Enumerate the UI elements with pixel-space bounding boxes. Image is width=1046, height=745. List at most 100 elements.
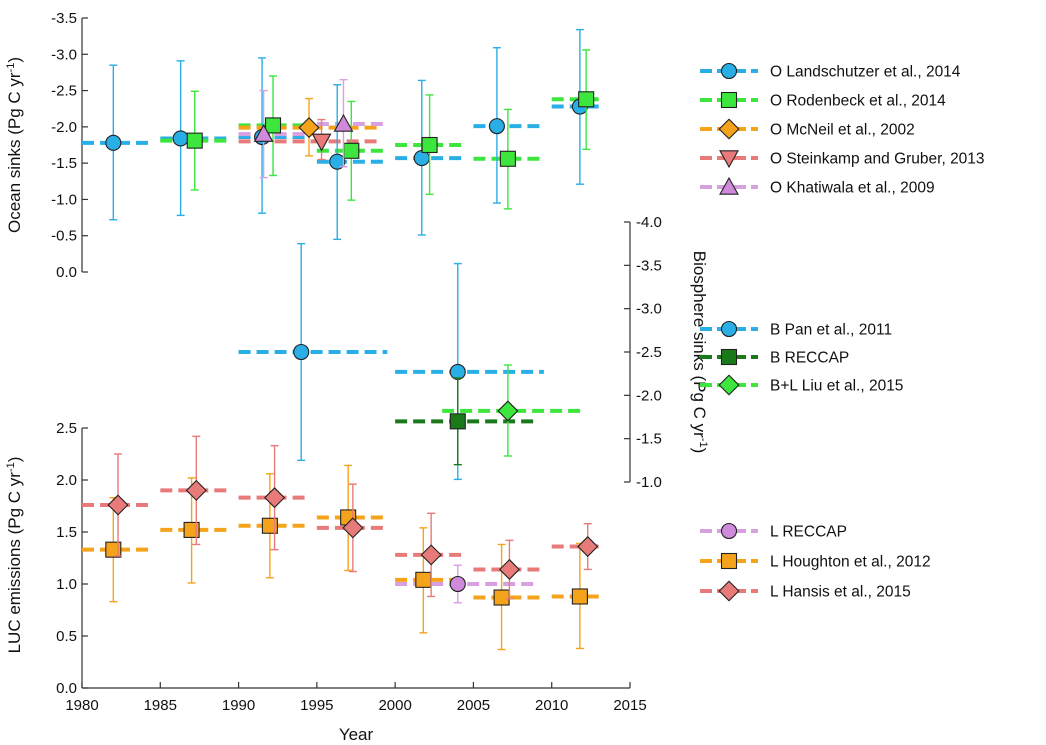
data-point [415,571,432,588]
legend-entry: O Rodenbeck et al., 2014 [700,91,946,110]
data-point [105,134,122,151]
legend-marker [719,176,739,195]
data-point [497,400,519,422]
legend-label: O Rodenbeck et al., 2014 [770,93,946,110]
x-tick-label: 2000 [378,697,411,714]
data-point [183,521,200,538]
data-point [105,541,122,558]
series-ocean-4 [238,121,388,137]
legend-marker [720,62,738,80]
y-tick-label-ocean: 0.0 [56,264,77,281]
data-point [577,536,599,558]
data-point [493,589,510,606]
data-point [449,575,466,593]
data-point [253,123,274,142]
y-axis-title-luc: LUC emissions (Pg C yr-1) [5,457,24,654]
y-tick-label-luc: 0.0 [56,680,77,697]
y-tick-label-luc: 0.5 [56,628,77,645]
data-point [311,133,332,152]
data-point [264,117,282,134]
x-tick-label: 1985 [144,697,177,714]
y-tick-label-biosphere: -1.5 [636,431,662,448]
series-points-ocean-2 [298,97,320,157]
series-points-biosphere-2 [497,364,519,457]
legend-label: O Khatiwala et al., 2009 [770,180,935,197]
data-point [185,479,207,501]
y-tick-label-ocean: -1.0 [51,191,77,208]
y-tick-label-luc: 1.0 [56,576,77,593]
legend-marker [719,150,739,169]
series-points-ocean-4 [253,78,354,179]
legend-label: B Pan et al., 2011 [770,322,892,339]
legend-marker [720,320,738,338]
y-axis-title-biosphere: Biosphere sinks (Pg C yr-1) [690,251,709,454]
series-points-biosphere-0 [293,242,466,481]
legend-label: B+L Liu et al., 2015 [770,378,903,395]
x-tick-label: 2015 [613,697,646,714]
data-point [172,130,189,147]
series-biosphere-0 [238,350,544,374]
legend-entry: O Khatiwala et al., 2009 [700,176,935,197]
data-point [329,153,346,170]
legend-entry: L Hansis et al., 2015 [700,580,911,602]
y-tick-label-biosphere: -1.0 [636,474,662,491]
legend-marker [718,374,740,396]
series-points-luc-1 [105,464,588,651]
legend-entry: O Landschutzer et al., 2014 [700,62,961,81]
data-point [449,413,466,430]
y-tick-label-ocean: -0.5 [51,228,77,245]
series-ocean-0 [82,104,599,164]
data-point [578,91,595,108]
y-tick-label-ocean: -2.0 [51,119,77,136]
y-tick-label-luc: 2.0 [56,472,77,489]
x-tick-label: 2005 [457,697,490,714]
legend-label: O McNeil et al., 2002 [770,122,915,139]
data-point [499,150,516,167]
data-point [421,136,438,154]
legend-label: L Hansis et al., 2015 [770,584,911,601]
data-point [343,142,360,159]
legend-label: L RECCAP [770,524,847,541]
legend-marker [718,580,740,602]
legend-label: O Steinkamp and Gruber, 2013 [770,151,985,168]
x-tick-label: 1980 [65,697,98,714]
data-point [186,132,203,149]
x-tick-label: 1990 [222,697,255,714]
data-point [298,117,320,139]
series-points-biosphere-1 [449,377,466,466]
y-tick-label-biosphere: -2.0 [636,387,662,404]
y-tick-label-biosphere: -4.0 [636,214,662,231]
series-points-ocean-3 [311,118,332,161]
y-tick-label-luc: 2.5 [56,420,77,437]
data-point [449,363,466,380]
data-point [342,517,364,539]
legend-entry: B RECCAP [700,348,849,367]
x-tick-label: 2010 [535,697,568,714]
legend-entry: B+L Liu et al., 2015 [700,374,903,396]
legend-marker [720,522,738,540]
y-tick-label-biosphere: -3.5 [636,257,662,274]
series-luc-2 [82,488,599,572]
y-tick-label-ocean: -2.5 [51,83,77,100]
data-point [261,517,278,534]
legend-marker [720,348,738,366]
x-tick-label: 1995 [300,697,333,714]
series-ocean-1 [160,97,599,161]
legend-label: L Houghton et al., 2012 [770,554,931,571]
legend-entry: B Pan et al., 2011 [700,320,892,339]
y-tick-label-biosphere: -2.5 [636,344,662,361]
series-points-ocean-0 [105,28,588,241]
legend-label: O Landschutzer et al., 2014 [770,64,961,81]
y-tick-label-biosphere: -3.0 [636,301,662,318]
data-point [498,558,520,580]
legend-label: B RECCAP [770,350,849,367]
y-tick-label-ocean: -1.5 [51,155,77,172]
legend-marker [718,118,740,140]
data-point [293,343,310,361]
series-points-luc-0 [449,564,466,604]
series-points-luc-2 [107,435,599,600]
legend-entry: L Houghton et al., 2012 [700,552,931,571]
legend-entry: O Steinkamp and Gruber, 2013 [700,150,985,169]
